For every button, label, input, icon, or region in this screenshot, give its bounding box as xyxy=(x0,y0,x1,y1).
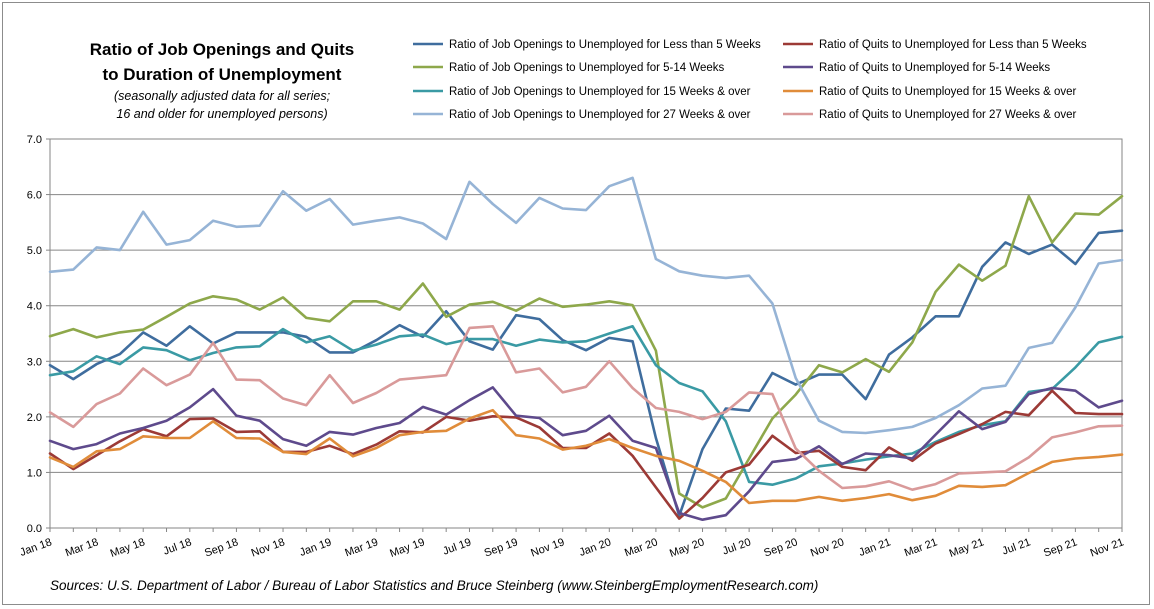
legend-label: Ratio of Quits to Unemployed for 27 Week… xyxy=(819,109,1077,121)
x-tick-label: May 20 xyxy=(668,536,706,560)
x-tick-label: Sep 19 xyxy=(483,536,520,559)
chart-title-line-2: to Duration of Unemployment xyxy=(103,65,342,84)
x-tick-label: Nov 20 xyxy=(809,536,846,559)
y-tick-label: 4.0 xyxy=(27,301,42,313)
series-lines xyxy=(48,176,1124,522)
x-tick-label: Jul 21 xyxy=(1001,536,1033,557)
chart-title-line-1: Ratio of Job Openings and Quits xyxy=(90,40,354,59)
x-tick-label: Sep 20 xyxy=(762,536,799,559)
plot-border xyxy=(49,138,1123,529)
x-tick-label: May 18 xyxy=(109,536,147,560)
series-line-7 xyxy=(48,408,1124,505)
legend-label: Ratio of Quits to Unemployed for 15 Week… xyxy=(819,86,1077,98)
legend-label: Ratio of Quits to Unemployed for Less th… xyxy=(819,39,1087,51)
legend-label: Ratio of Job Openings to Unemployed for … xyxy=(449,62,725,74)
y-tick-label: 3.0 xyxy=(27,356,42,368)
chart-title: Ratio of Job Openings and Quits to Durat… xyxy=(90,40,354,84)
x-tick-label: Nov 19 xyxy=(529,536,566,559)
legend-label: Ratio of Job Openings to Unemployed for … xyxy=(449,86,751,98)
x-tick-label: Jan 20 xyxy=(578,536,613,559)
legend-label: Ratio of Job Openings to Unemployed for … xyxy=(449,39,761,51)
series-line-6 xyxy=(48,386,1124,522)
chart-subtitle: (seasonally adjusted data for all series… xyxy=(114,89,331,121)
x-tick-label: Jul 20 xyxy=(721,536,753,557)
y-tick-label: 6.0 xyxy=(27,190,42,202)
series-line-2 xyxy=(48,194,1124,509)
y-tick-label: 0.0 xyxy=(27,523,42,535)
chart-subtitle-line-1: (seasonally adjusted data for all series… xyxy=(114,89,331,103)
chart-subtitle-line-2: 16 and older for unemployed persons) xyxy=(116,107,327,121)
y-tick-label: 7.0 xyxy=(27,134,42,146)
series-line-1 xyxy=(48,229,1124,518)
x-tick-label: Mar 18 xyxy=(64,536,100,559)
x-tick-label: Jul 19 xyxy=(441,536,473,557)
y-tick-label: 2.0 xyxy=(27,412,42,424)
x-tick-label: Sep 18 xyxy=(203,536,240,559)
y-tick-label: 1.0 xyxy=(27,467,42,479)
x-axis: Jan 18 Mar 18 May 18 Jul 18 Sep 18 Nov 18 Jan … xyxy=(18,528,1125,560)
x-tick-label: May 21 xyxy=(948,536,986,560)
grid-lines xyxy=(50,194,1122,473)
legend-label: Ratio of Job Openings to Unemployed for … xyxy=(449,109,751,121)
x-tick-label: Nov 21 xyxy=(1089,536,1126,559)
x-tick-label: Jul 18 xyxy=(162,536,194,557)
x-tick-label: May 19 xyxy=(388,536,426,560)
y-axis: 0.0 1.0 2.0 3.0 4.0 5.0 6.0 7.0 xyxy=(27,134,50,535)
x-tick-label: Sep 21 xyxy=(1042,536,1079,559)
legend: Ratio of Job Openings to Unemployed for … xyxy=(413,39,1087,121)
x-tick-label: Jan 19 xyxy=(298,536,333,559)
series-line-5 xyxy=(48,389,1124,520)
series-line-4 xyxy=(48,176,1124,435)
legend-label: Ratio of Quits to Unemployed for 5-14 We… xyxy=(819,62,1050,74)
series-line-8 xyxy=(48,324,1124,492)
x-tick-label: Mar 19 xyxy=(343,536,379,559)
series-line-3 xyxy=(48,324,1124,487)
x-tick-label: Jan 21 xyxy=(857,536,892,559)
x-tick-label: Nov 18 xyxy=(250,536,287,559)
x-tick-label: Jan 18 xyxy=(18,536,53,559)
y-tick-label: 5.0 xyxy=(27,245,42,257)
source-note: Sources: U.S. Department of Labor / Bure… xyxy=(50,578,818,593)
plot-area xyxy=(49,138,1123,529)
x-tick-label: Mar 21 xyxy=(903,536,939,559)
x-tick-label: Mar 20 xyxy=(623,536,659,559)
